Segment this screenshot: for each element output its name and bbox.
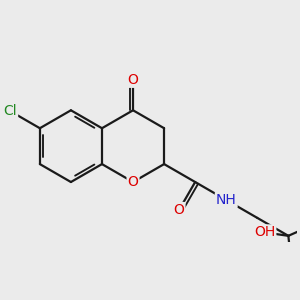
Text: OH: OH (254, 225, 275, 239)
Text: NH: NH (216, 193, 237, 207)
Text: O: O (128, 73, 139, 87)
Text: Cl: Cl (4, 104, 17, 118)
Text: O: O (174, 203, 184, 217)
Text: O: O (128, 175, 139, 189)
